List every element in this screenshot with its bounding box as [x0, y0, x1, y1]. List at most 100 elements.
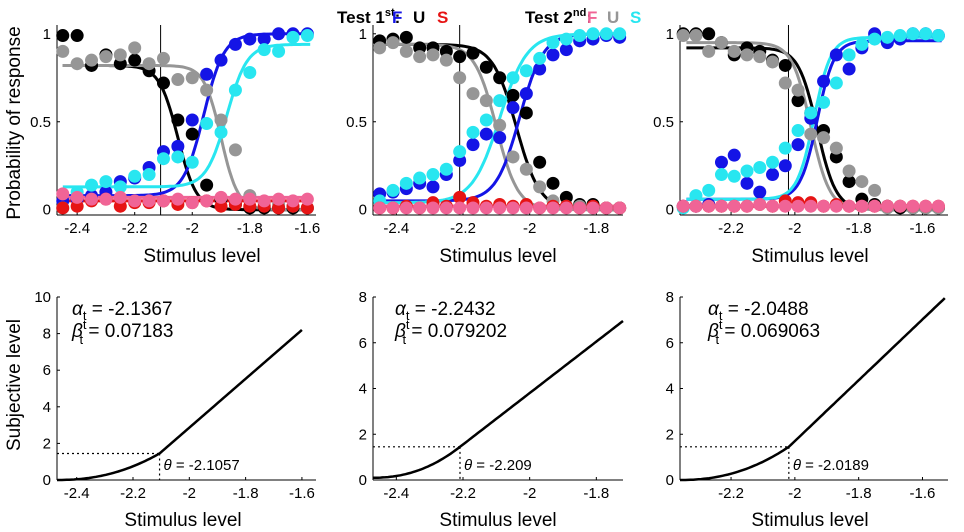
top-y-axis-title: Probability of response [4, 26, 25, 219]
data-point-black [506, 88, 520, 102]
data-point-pink [753, 197, 767, 211]
data-point-gray [714, 36, 728, 50]
data-point-pink [453, 201, 467, 215]
data-point-cyan [519, 64, 533, 78]
data-point-black [171, 113, 185, 127]
x-tick-label: -1.8 [846, 220, 872, 237]
data-point-black [493, 71, 507, 85]
data-point-gray [778, 76, 792, 90]
data-point-black [70, 29, 84, 43]
panel6-beta: βt t = 0.069063 [707, 317, 820, 347]
x-tick-label: -2 [523, 220, 536, 237]
legend-test2-sup: nd [573, 7, 586, 19]
panel2-x-axis-title: Stimulus level [439, 246, 556, 267]
y-tick-label: 8 [666, 289, 674, 306]
x-tick-label: -2.4 [64, 485, 90, 502]
data-point-black [479, 60, 493, 74]
panel-2: -2.4 -2.2 -2 -1.8 0 0.5 1 [346, 25, 627, 237]
data-point-pink [493, 201, 507, 215]
transfer-curve [680, 297, 946, 482]
data-point-cyan [413, 171, 427, 185]
data-point-pink [214, 190, 228, 204]
data-point-pink [868, 199, 882, 213]
data-point-cyan [919, 27, 933, 41]
data-point-cyan [113, 180, 127, 194]
x-tick-label: -2.2 [450, 220, 476, 237]
data-point-cyan [506, 71, 520, 85]
y-tick-label: 0.5 [653, 114, 674, 131]
data-point-gray [676, 29, 690, 43]
data-point-cyan [228, 83, 242, 97]
data-point-cyan [702, 183, 716, 197]
data-point-cyan [272, 44, 286, 58]
data-point-pink [931, 199, 945, 213]
fit-curve-gray [686, 41, 942, 212]
x-tick-label: -1.8 [846, 485, 872, 502]
x-tick-label: -2.4 [64, 220, 90, 237]
panel6-x-axis-title: Stimulus level [751, 510, 868, 531]
data-point-gray [439, 53, 453, 67]
data-point-gray [740, 48, 754, 62]
data-point-blue [519, 87, 533, 101]
panel4-params: αt = -2.1367 βt t = 0.07183 [71, 299, 173, 347]
legend-test2-f: F [587, 8, 597, 27]
data-point-pink [689, 199, 703, 213]
data-point-pink [817, 199, 831, 213]
data-point-pink [142, 194, 156, 208]
data-point-pink [185, 196, 199, 210]
bottom-y-axis-title: Subjective level [4, 319, 25, 451]
data-point-cyan [300, 29, 314, 43]
data-point-black [546, 176, 560, 190]
theta-annotation: θ = -2.209 [464, 457, 532, 474]
data-point-pink [533, 201, 547, 215]
data-point-cyan [286, 30, 300, 44]
data-point-blue [740, 176, 754, 190]
legend-test1-sup: st [385, 7, 395, 19]
data-point-gray [702, 44, 716, 58]
data-point-cyan [880, 30, 894, 44]
data-point-gray [842, 164, 856, 178]
data-point-cyan [829, 76, 843, 90]
data-point-cyan [868, 32, 882, 46]
data-point-black [466, 46, 480, 60]
data-point-cyan [466, 125, 480, 139]
data-point-pink [855, 199, 869, 213]
data-point-pink [373, 201, 387, 215]
x-tick-label: -1.8 [583, 220, 609, 237]
data-point-blue [791, 138, 805, 152]
data-point-pink [842, 199, 856, 213]
data-point-black [200, 178, 214, 192]
data-point-gray [56, 44, 70, 58]
data-point-cyan [493, 94, 507, 108]
data-point-gray [70, 57, 84, 71]
data-point-gray [766, 55, 780, 69]
legend-test2-label: Test 2nd: [525, 7, 592, 27]
data-point-pink [506, 201, 520, 215]
panel-3: -2.2 -2 -1.8 -1.6 0 0.5 1 [653, 25, 948, 237]
y-tick-label: 0 [359, 202, 367, 219]
data-point-pink [156, 194, 170, 208]
data-point-pink [243, 192, 257, 206]
data-point-pink [740, 199, 754, 213]
transfer-curve [57, 328, 303, 482]
data-point-blue [466, 138, 480, 152]
x-tick-label: -1.8 [237, 220, 263, 237]
data-point-red [453, 190, 467, 204]
data-point-gray [214, 113, 228, 127]
panel1-x-axis-title: Stimulus level [143, 246, 260, 267]
data-point-gray [493, 118, 507, 132]
data-point-cyan [399, 176, 413, 190]
data-point-blue [228, 37, 242, 51]
data-point-black [453, 50, 467, 64]
data-point-black [399, 30, 413, 44]
y-tick-label: 4 [666, 381, 674, 398]
data-point-pink [599, 201, 613, 215]
data-point-gray [727, 44, 741, 58]
data-point-cyan [243, 66, 257, 79]
legend-test2-u: U [607, 8, 619, 27]
data-point-cyan [586, 27, 600, 41]
data-point-black [778, 58, 792, 72]
data-point-pink [70, 190, 84, 204]
data-point-black [533, 155, 547, 169]
